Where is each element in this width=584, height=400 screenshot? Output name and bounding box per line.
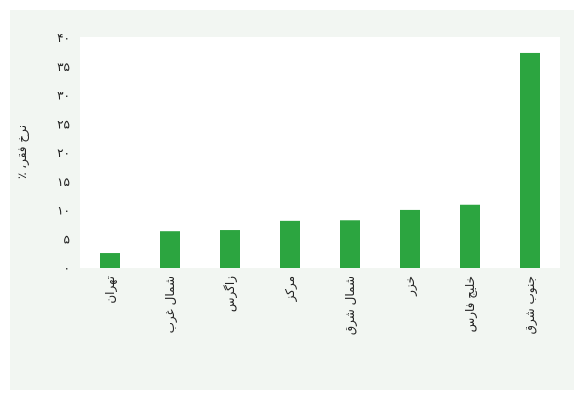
bar [520, 52, 540, 269]
x-tick-label: شمال غرب [163, 276, 178, 333]
bar [100, 253, 120, 268]
bar [400, 209, 420, 268]
y-axis-label: نرخ فقر، ٪ [15, 125, 30, 179]
bar [220, 230, 240, 268]
y-tick-label: ۳۰ [57, 89, 70, 103]
x-tick-label: شمال شرق [343, 276, 358, 335]
y-tick-label: ۰ [64, 261, 70, 275]
x-tick-label: جنوب شرق [523, 276, 538, 334]
y-tick-label: ۵ [64, 232, 70, 246]
x-tick-label: خلیج فارس [463, 276, 478, 332]
y-tick-label: ۱۰ [57, 204, 70, 218]
bar [460, 204, 480, 268]
y-tick-label: ۴۰ [57, 31, 70, 45]
y-tick-label: ۱۵ [57, 175, 70, 189]
bar [280, 220, 300, 268]
y-tick-label: ۲۰ [57, 146, 70, 160]
y-tick-label: ۳۵ [57, 60, 70, 74]
x-tick-label: زاگرس [223, 276, 238, 312]
plot-area [80, 37, 560, 268]
x-tick-label: تهران [103, 276, 118, 304]
y-tick-label: ۲۵ [57, 117, 70, 131]
bar [340, 220, 360, 268]
x-tick-label: خزر [403, 276, 418, 297]
x-tick-label: مرکز [283, 276, 298, 302]
bar [160, 231, 180, 268]
